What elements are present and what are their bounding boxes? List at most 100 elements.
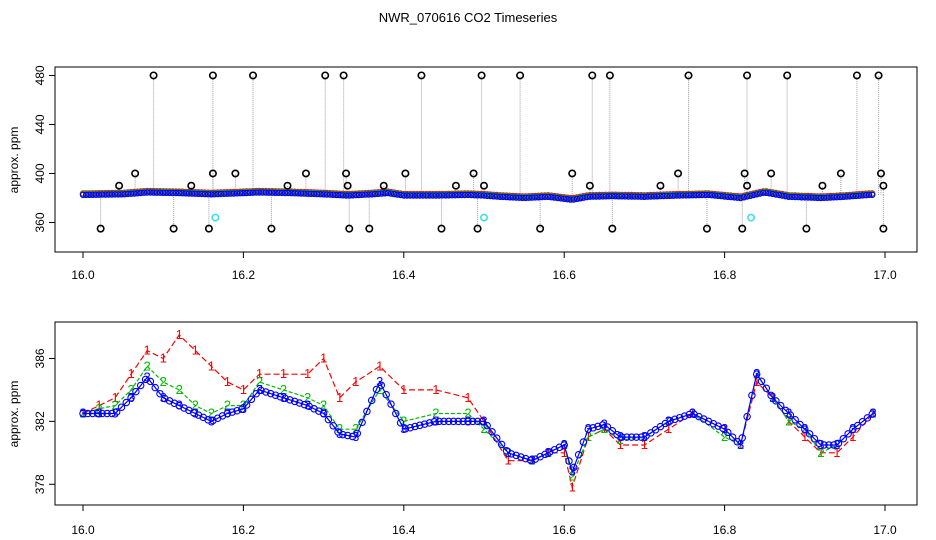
baseline-point <box>682 192 690 199</box>
baseline-point <box>230 190 237 197</box>
series-3-marker <box>801 425 809 433</box>
series-3-marker <box>579 438 588 446</box>
baseline-point <box>634 193 642 200</box>
outlier-markers <box>96 71 888 233</box>
baseline-point <box>506 194 513 201</box>
baseline-point <box>426 192 433 199</box>
baseline-point <box>612 192 619 200</box>
baseline-point <box>301 190 308 197</box>
baseline-point <box>307 190 314 197</box>
outlier-high-marker <box>874 71 883 80</box>
baseline-point <box>159 189 167 196</box>
series-3-marker <box>478 417 487 426</box>
baseline-point <box>355 191 363 199</box>
series-3-marker <box>791 416 799 424</box>
series-3-marker <box>146 377 155 386</box>
series-3-marker <box>526 456 535 464</box>
outlier-low-marker <box>345 224 354 233</box>
series-3-marker <box>435 417 443 426</box>
baseline-point <box>131 190 138 197</box>
series-3-marker <box>204 416 212 424</box>
series-3-label: 3 <box>160 390 167 405</box>
baseline-point <box>808 194 815 201</box>
baseline-point <box>484 192 491 199</box>
baseline-point <box>493 193 500 200</box>
outlier-low-marker <box>738 224 747 233</box>
series-3-marker <box>757 377 766 386</box>
baseline-point <box>833 193 841 201</box>
outlier-marker <box>469 169 478 178</box>
outlier-low-marker <box>608 224 617 233</box>
series-3-marker <box>497 440 506 449</box>
series-1-label: 1 <box>128 366 135 381</box>
baseline-point <box>326 191 334 198</box>
baseline-point <box>830 194 837 201</box>
outlier-marker <box>208 169 217 178</box>
x-tick-label: 16.6 <box>553 523 577 537</box>
baseline-point <box>747 192 754 199</box>
x-tick-label: 16.2 <box>232 268 256 282</box>
y-tick-label: 378 <box>33 474 47 494</box>
baseline-point <box>262 189 270 196</box>
baseline-point <box>352 191 359 199</box>
baseline-point <box>387 190 395 197</box>
series-1-label: 1 <box>641 437 648 452</box>
series-1-label: 1 <box>336 390 343 405</box>
series-3-marker <box>834 439 843 448</box>
outlier-low-marker <box>536 224 545 233</box>
baseline-point <box>471 191 478 199</box>
calibration-marker <box>211 213 220 222</box>
baseline-point <box>811 194 818 201</box>
series-3-marker <box>868 410 876 418</box>
y-tick-label: 360 <box>33 212 47 232</box>
x-tick-label: 16.4 <box>392 523 416 537</box>
series-3-label: 3 <box>111 406 118 421</box>
outlier-marker <box>401 169 410 178</box>
outlier-high-marker <box>339 71 348 80</box>
series-3-marker <box>637 433 645 441</box>
baseline-point <box>554 194 562 202</box>
baseline-point <box>419 192 427 199</box>
baseline-point <box>233 190 241 197</box>
series-3-label: 3 <box>304 398 311 413</box>
baseline-point <box>856 192 863 199</box>
outlier-high-marker <box>149 71 158 80</box>
baseline-point <box>708 191 716 199</box>
baseline-point <box>618 193 626 200</box>
series-2-label: 2 <box>721 429 728 444</box>
series-3-marker <box>796 420 804 429</box>
baseline-point <box>737 194 744 202</box>
series-1-label: 1 <box>95 398 102 413</box>
baseline-point <box>153 189 160 196</box>
baseline-point <box>147 189 154 196</box>
baseline-point <box>362 191 369 198</box>
baseline-point <box>695 191 703 199</box>
baseline-point <box>792 193 799 201</box>
series-1-label: 1 <box>304 366 311 381</box>
series-3-label: 3 <box>464 413 471 428</box>
baseline-point <box>702 191 709 199</box>
baseline-point <box>294 190 302 197</box>
baseline-point <box>423 192 430 199</box>
series-3-marker <box>733 438 742 446</box>
series-3-marker <box>425 419 434 427</box>
baseline-point <box>317 190 324 198</box>
baseline-point <box>782 192 789 200</box>
baseline-point <box>657 192 664 200</box>
outlier-low-marker <box>802 224 811 233</box>
series-1-label: 1 <box>561 445 568 460</box>
series-3-marker <box>290 397 299 406</box>
series-3-marker <box>863 414 872 422</box>
series-3-label: 3 <box>721 421 728 436</box>
baseline-point <box>715 192 722 199</box>
series-3-marker <box>122 398 131 407</box>
baseline-point <box>458 191 465 199</box>
series-3-marker <box>849 425 857 433</box>
series-3-label: 3 <box>569 464 576 479</box>
baseline-point <box>259 189 266 196</box>
outlier-marker <box>301 169 310 178</box>
series-3-marker <box>363 407 371 416</box>
series-2-label: 2 <box>352 421 359 436</box>
calibration-marker <box>747 213 756 222</box>
outlier-low-marker <box>473 224 482 233</box>
